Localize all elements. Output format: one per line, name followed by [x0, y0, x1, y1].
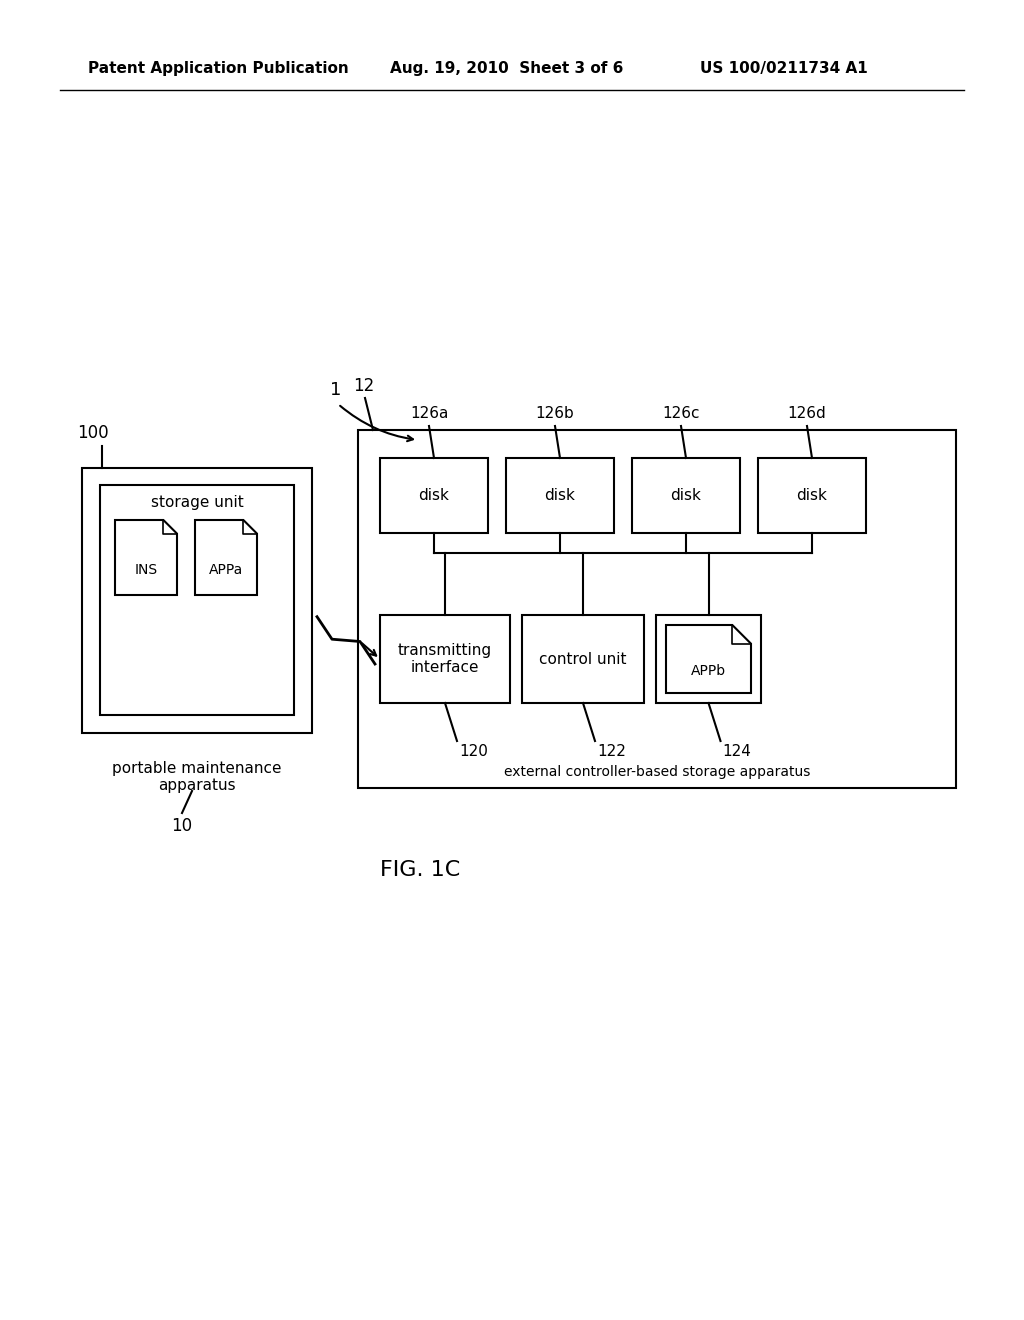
Text: 12: 12 [353, 378, 374, 395]
Bar [656, 615, 761, 704]
Text: 126c: 126c [663, 407, 699, 421]
Text: APPa: APPa [209, 564, 243, 577]
Text: disk: disk [419, 488, 450, 503]
Text: Patent Application Publication: Patent Application Publication [88, 61, 349, 75]
Bar [82, 469, 312, 733]
Text: 122: 122 [597, 743, 626, 759]
Text: US 100/0211734 A1: US 100/0211734 A1 [700, 61, 867, 75]
Text: 124: 124 [723, 743, 752, 759]
Text: disk: disk [797, 488, 827, 503]
Text: external controller-based storage apparatus: external controller-based storage appara… [504, 766, 810, 779]
Bar [380, 615, 510, 704]
Text: APPb: APPb [691, 664, 726, 677]
Text: 126a: 126a [410, 407, 449, 421]
Text: 120: 120 [459, 743, 487, 759]
Text: control unit: control unit [540, 652, 627, 667]
Text: 126b: 126b [536, 407, 574, 421]
Text: INS: INS [134, 564, 158, 577]
Text: FIG. 1C: FIG. 1C [380, 861, 460, 880]
Text: Aug. 19, 2010  Sheet 3 of 6: Aug. 19, 2010 Sheet 3 of 6 [390, 61, 624, 75]
Polygon shape [195, 520, 257, 595]
Polygon shape [115, 520, 177, 595]
Text: 100: 100 [77, 424, 109, 442]
Bar [522, 615, 644, 704]
Text: disk: disk [671, 488, 701, 503]
Bar [380, 458, 488, 533]
Bar [100, 484, 294, 715]
Polygon shape [666, 624, 751, 693]
Text: transmitting
interface: transmitting interface [398, 643, 493, 676]
Text: 10: 10 [171, 817, 193, 836]
Bar [632, 458, 740, 533]
Text: 126d: 126d [787, 407, 826, 421]
Text: 1: 1 [330, 381, 341, 399]
Text: disk: disk [545, 488, 575, 503]
Bar [758, 458, 866, 533]
Text: portable maintenance
apparatus: portable maintenance apparatus [113, 762, 282, 793]
Bar [506, 458, 614, 533]
Text: storage unit: storage unit [151, 495, 244, 511]
Bar [358, 430, 956, 788]
